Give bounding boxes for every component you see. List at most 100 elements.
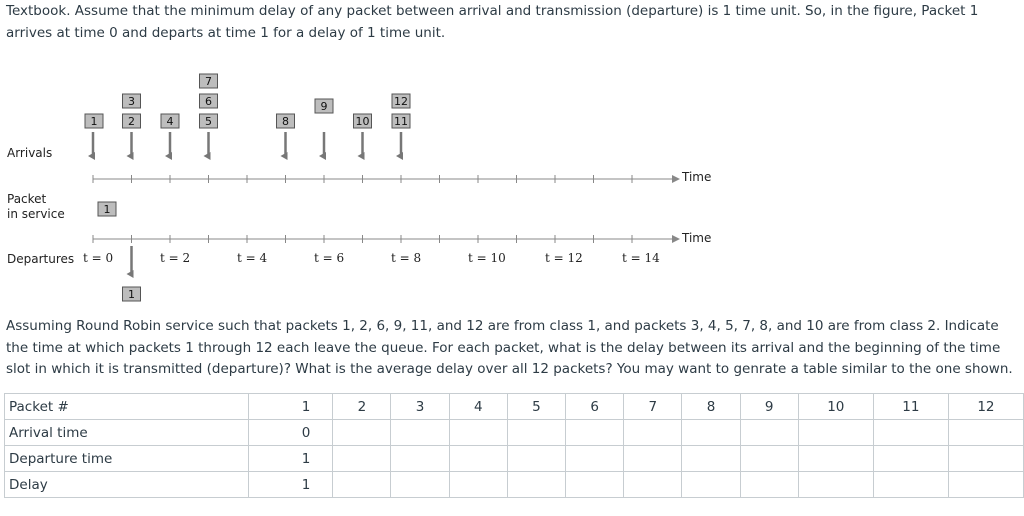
packet-number: 2 <box>128 115 135 128</box>
table-cell: 8 <box>681 393 741 420</box>
table-cell <box>448 471 508 498</box>
table-cell <box>623 445 683 472</box>
packet-number: 8 <box>282 115 289 128</box>
table-cell: 3 <box>390 393 450 420</box>
table-cell <box>332 419 392 446</box>
row-header: Delay <box>3 471 250 498</box>
table-row: Arrival time 0 <box>3 419 1024 446</box>
table-cell <box>681 445 741 472</box>
packet-box: 1 <box>84 113 104 129</box>
table-row: Departure time 1 <box>3 445 1024 472</box>
packet-number: 10 <box>356 115 370 128</box>
table-cell <box>332 445 392 472</box>
table-cell: 9 <box>739 393 799 420</box>
row-header: Packet # <box>3 393 250 420</box>
table-cell: 1 <box>248 445 334 472</box>
packet-box: 6 <box>199 93 218 109</box>
packet-box: 12 <box>391 93 411 109</box>
table-cell <box>797 445 874 472</box>
packet-number: 6 <box>205 95 212 108</box>
table-cell <box>872 445 949 472</box>
question-paragraph: Assuming Round Robin service such that p… <box>6 318 1013 377</box>
packet-number: 1 <box>91 115 98 128</box>
time-label: t = 2 <box>160 251 190 265</box>
axis-arrowhead <box>672 235 680 243</box>
row-header: Departure time <box>3 445 250 472</box>
packet-number: 7 <box>205 75 212 88</box>
table-cell: 5 <box>506 393 567 420</box>
table-cell <box>797 471 874 498</box>
table-cell: 1 <box>248 393 334 420</box>
table-row: Packet #1 2 3 4 5 6 7 8 9 10 11 12 <box>3 393 1024 420</box>
service-label-line1: Packet <box>7 192 47 206</box>
intro-paragraph: Textbook. Assume that the minimum delay … <box>6 3 979 41</box>
table-cell: 11 <box>872 393 949 420</box>
packet-number: 3 <box>128 95 135 108</box>
packet-box: 9 <box>314 98 334 114</box>
table-cell <box>947 471 1024 498</box>
axis-arrowhead <box>672 175 680 183</box>
table-cell <box>947 445 1024 472</box>
service-packets: 1 <box>97 201 117 217</box>
table-cell <box>448 445 508 472</box>
packet-box: 10 <box>353 113 372 129</box>
packet-box: 5 <box>199 113 218 129</box>
time-axis-label-top: Time <box>681 170 711 184</box>
table-cell <box>506 419 567 446</box>
packet-number: 5 <box>205 115 212 128</box>
packet-box: 1 <box>97 201 117 217</box>
arrivals-label: Arrivals <box>7 146 52 160</box>
time-label: t = 8 <box>391 251 421 265</box>
table-cell <box>506 471 567 498</box>
packet-box: 3 <box>122 93 141 109</box>
table-cell <box>565 445 625 472</box>
table-cell <box>390 445 450 472</box>
packet-box: 1 <box>122 286 141 302</box>
arrival-time-axis <box>92 175 680 183</box>
packet-box: 11 <box>391 113 411 129</box>
table-cell <box>739 471 799 498</box>
departure-time-axis <box>92 235 680 243</box>
table-cell <box>390 471 450 498</box>
packet-scheduling-figure: Arrivals Packet in service Departures Ti… <box>7 73 711 302</box>
packet-box: 4 <box>160 113 180 129</box>
packet-number: 1 <box>128 288 135 301</box>
table-cell: 2 <box>332 393 392 420</box>
time-label: t = 10 <box>468 251 506 265</box>
table-cell: 4 <box>448 393 508 420</box>
table-cell <box>947 419 1024 446</box>
packet-number: 4 <box>167 115 174 128</box>
table-cell <box>565 419 625 446</box>
packet-number: 12 <box>394 95 408 108</box>
table-cell <box>506 445 567 472</box>
time-axis-label-bottom: Time <box>681 231 711 245</box>
packet-number: 9 <box>321 100 328 113</box>
table-cell <box>390 419 450 446</box>
packet-box: 8 <box>276 113 295 129</box>
row-header: Arrival time <box>3 419 250 446</box>
table-cell <box>739 445 799 472</box>
table-cell: 0 <box>248 419 334 446</box>
table-cell <box>739 419 799 446</box>
time-label: t = 6 <box>314 251 344 265</box>
time-label: t = 0 <box>83 251 113 265</box>
table-cell <box>872 471 949 498</box>
table-cell <box>565 471 625 498</box>
packet-box: 7 <box>199 73 218 89</box>
table-cell <box>332 471 392 498</box>
time-labels: t = 0 t = 2 t = 4 t = 6 t = 8 t = 10 t = 12 t =… <box>83 251 660 265</box>
table-cell <box>623 471 683 498</box>
table-cell <box>448 419 508 446</box>
table-cell <box>797 419 874 446</box>
table-cell: 6 <box>565 393 625 420</box>
table-cell <box>681 471 741 498</box>
departures-label: Departures <box>7 252 74 266</box>
departure-packets: 1 <box>122 246 141 302</box>
table-cell: 12 <box>947 393 1024 420</box>
table-cell <box>872 419 949 446</box>
time-label: t = 12 <box>545 251 583 265</box>
time-label: t = 14 <box>622 251 660 265</box>
table-cell <box>681 419 741 446</box>
results-table: Packet #1 2 3 4 5 6 7 8 9 10 11 12 Arrival time 0 Depa… <box>3 393 1024 498</box>
